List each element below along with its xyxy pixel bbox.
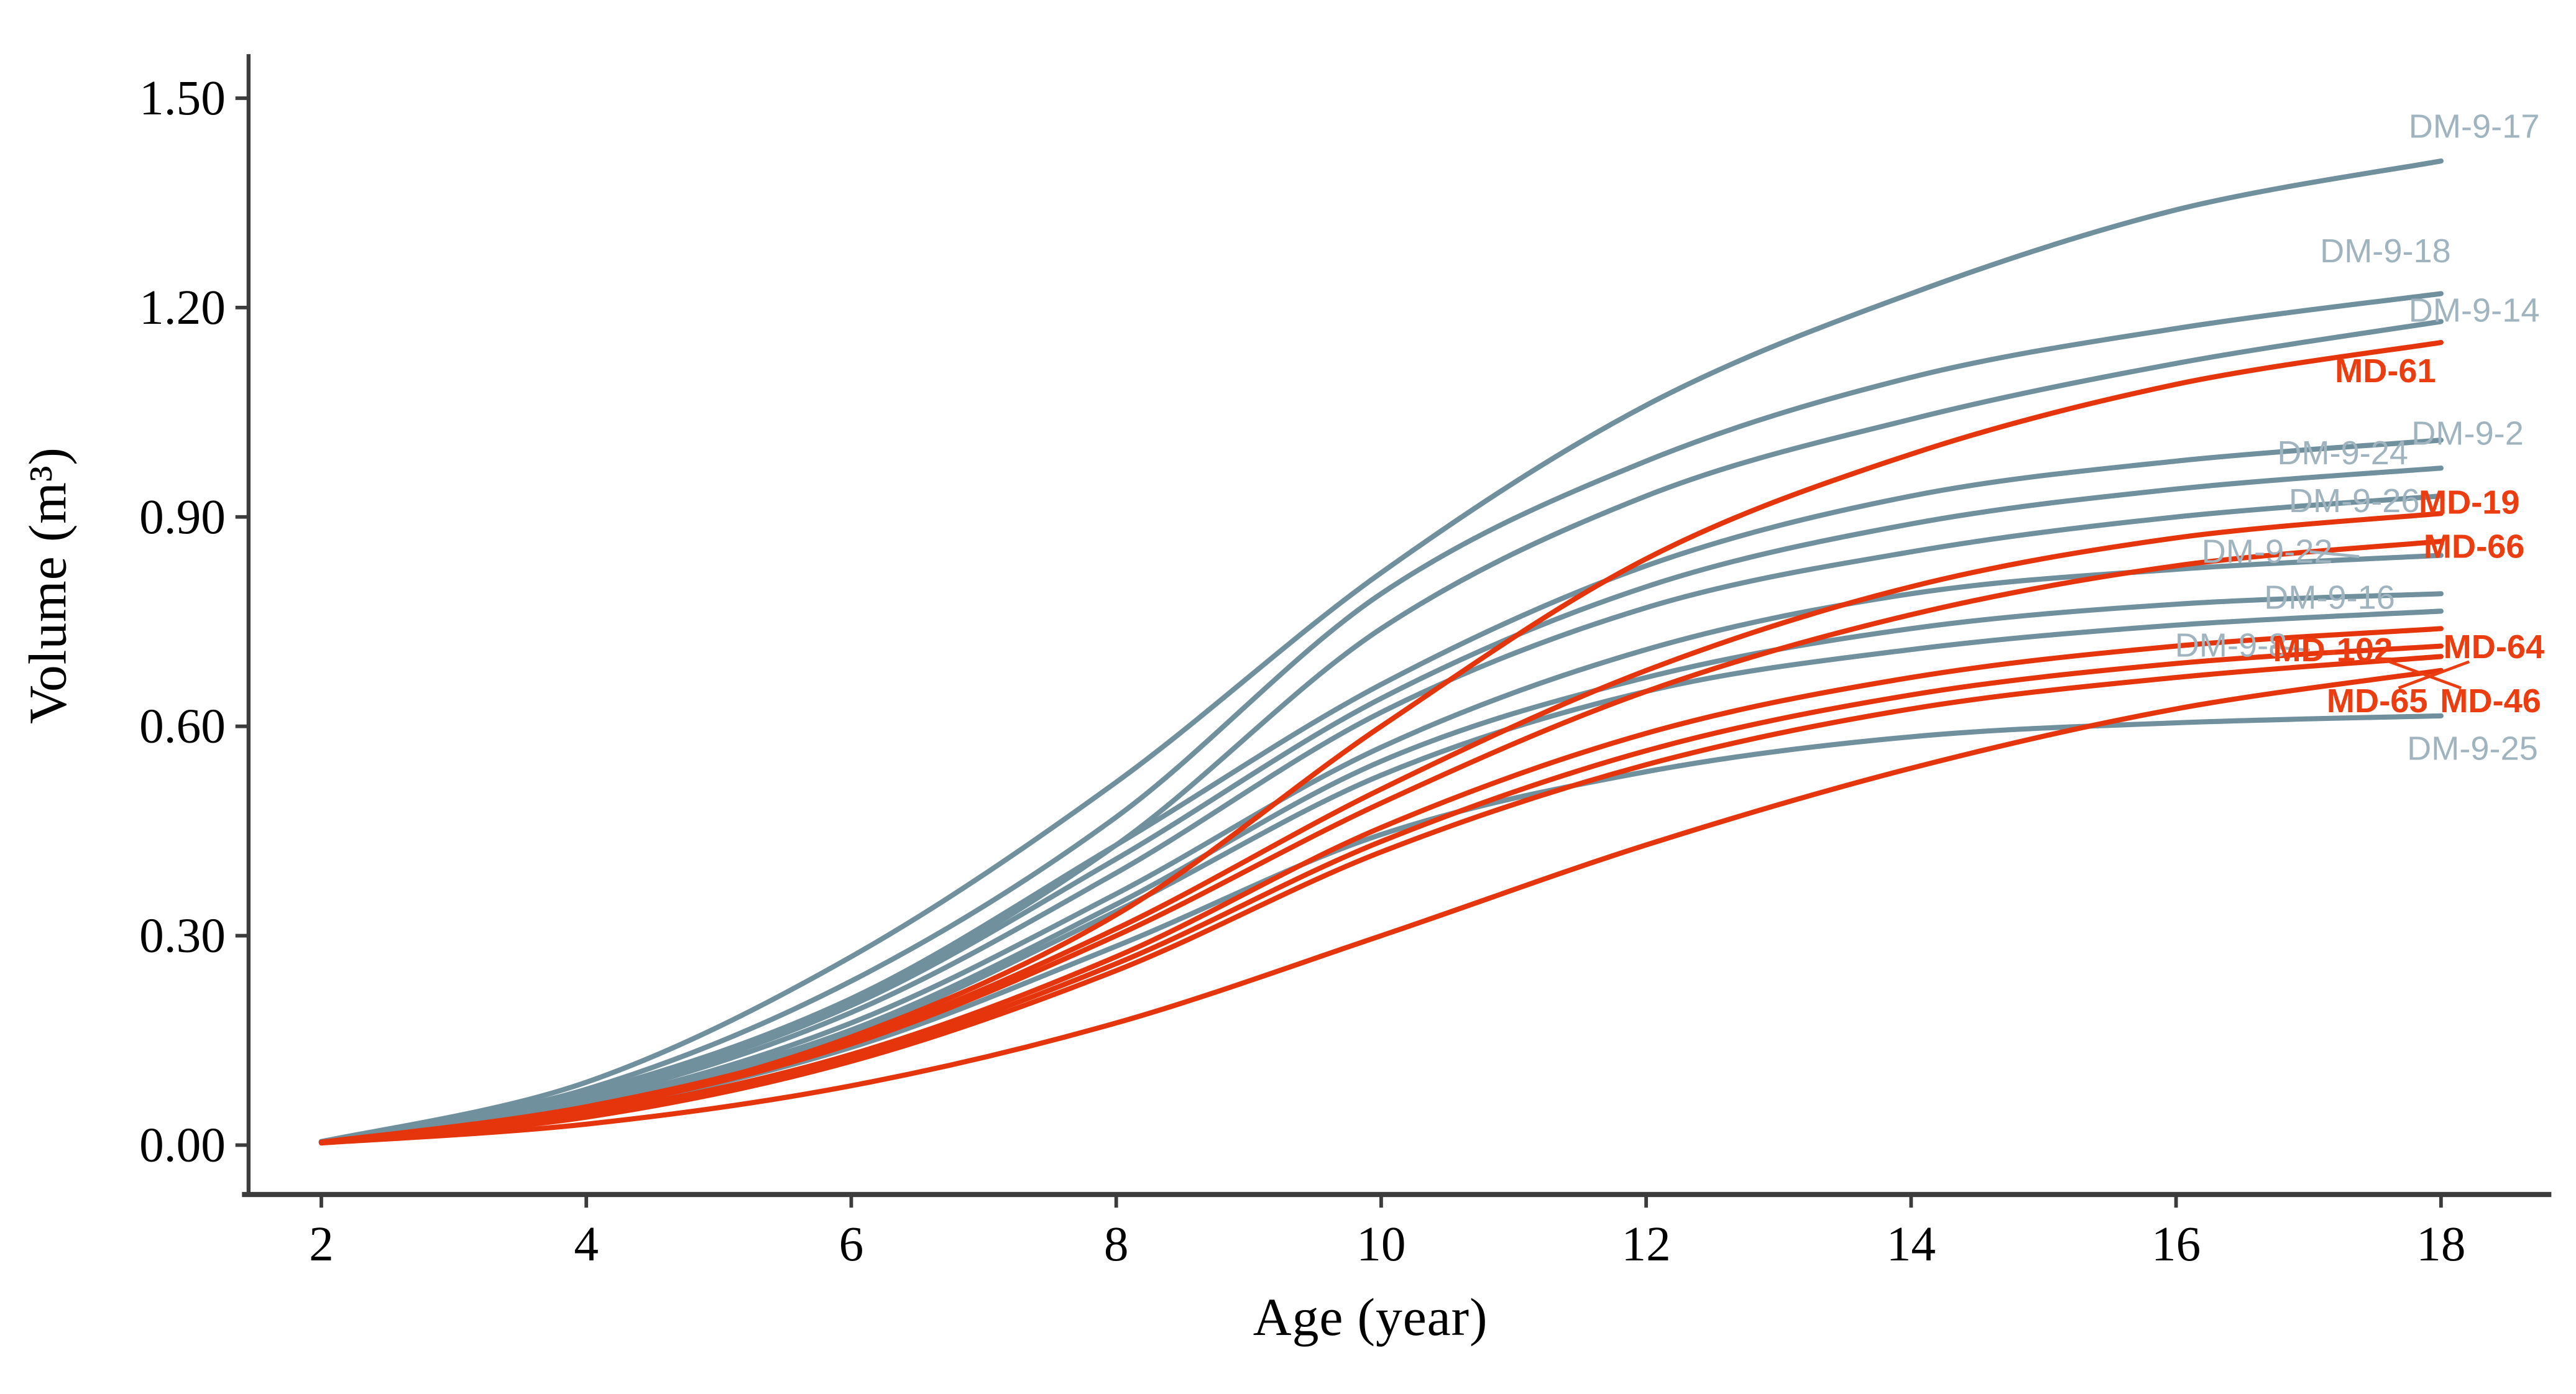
x-tick-label-14: 14 <box>1887 1217 1936 1272</box>
y-axis-title: Volume (m³) <box>18 447 78 724</box>
label-leader-3 <box>2398 660 2470 690</box>
series-line-MD-46 <box>318 667 2444 1146</box>
series-label-MD-19: MD-19 <box>2419 484 2520 521</box>
series-line-MD-61 <box>318 339 2444 1145</box>
series-label-DM-9-2: DM-9-2 <box>2411 415 2524 452</box>
series-line-MD-19 <box>318 511 2444 1145</box>
series-line-DM-9-17 <box>318 158 2444 1144</box>
x-tick-label-6: 6 <box>839 1217 864 1272</box>
x-tick-label-8: 8 <box>1104 1217 1129 1272</box>
x-tick-label-10: 10 <box>1356 1217 1405 1272</box>
series-label-DM-9-22: DM-9-22 <box>2202 533 2333 571</box>
series-label-DM-9-26: DM-9-26 <box>2289 482 2420 520</box>
series-label-MD-102: MD-102 <box>2273 631 2393 669</box>
series-line-MD-64 <box>318 643 2444 1145</box>
label-leader-0 <box>2309 550 2360 558</box>
series-label-DM-9-8: DM-9-8 <box>2175 626 2288 664</box>
series-label-DM-9-18: DM-9-18 <box>2320 232 2451 270</box>
y-tick-label-1.50: 1.50 <box>139 71 226 126</box>
series-line-DM-9-16 <box>318 591 2444 1144</box>
series-line-MD-65 <box>318 654 2444 1145</box>
series-line-DM-9-24 <box>318 465 2444 1144</box>
series-label-DM-9-14: DM-9-14 <box>2409 291 2540 329</box>
label-leader-1 <box>2270 645 2311 652</box>
series-label-DM-9-17: DM-9-17 <box>2409 108 2540 145</box>
series-line-MD-66 <box>318 538 2444 1145</box>
series-line-DM-9-22 <box>318 553 2444 1144</box>
series-label-MD-66: MD-66 <box>2424 528 2525 566</box>
y-tick-label-1.20: 1.20 <box>139 280 226 335</box>
series-line-DM-9-18 <box>318 291 2444 1144</box>
x-tick-label-16: 16 <box>2151 1217 2201 1272</box>
series-label-DM-9-25: DM-9-25 <box>2407 730 2538 768</box>
series-line-MD-102 <box>318 626 2444 1145</box>
y-tick-label-0.30: 0.30 <box>139 909 226 963</box>
series-label-MD-46: MD-46 <box>2440 682 2541 720</box>
x-tick-label-18: 18 <box>2416 1217 2465 1272</box>
series-line-DM-9-2 <box>318 438 2444 1144</box>
x-tick-label-4: 4 <box>574 1217 599 1272</box>
x-tick-label-12: 12 <box>1622 1217 1671 1272</box>
series-label-DM-9-16: DM-9-16 <box>2264 579 2395 617</box>
series-line-DM-9-14 <box>318 319 2444 1144</box>
label-leader-2 <box>2380 657 2462 690</box>
x-axis-title: Age (year) <box>1253 1288 1488 1347</box>
x-tick-label-2: 2 <box>309 1217 334 1272</box>
series-label-MD-65: MD-65 <box>2327 682 2428 720</box>
series-label-MD-61: MD-61 <box>2335 352 2436 390</box>
y-tick-label-0.90: 0.90 <box>139 490 226 544</box>
series-line-DM-9-26 <box>318 493 2444 1144</box>
series-label-DM-9-24: DM-9-24 <box>2277 434 2408 472</box>
y-tick-label-0.00: 0.00 <box>139 1117 226 1172</box>
y-tick-label-0.60: 0.60 <box>139 699 226 754</box>
series-label-MD-64: MD-64 <box>2444 628 2545 666</box>
